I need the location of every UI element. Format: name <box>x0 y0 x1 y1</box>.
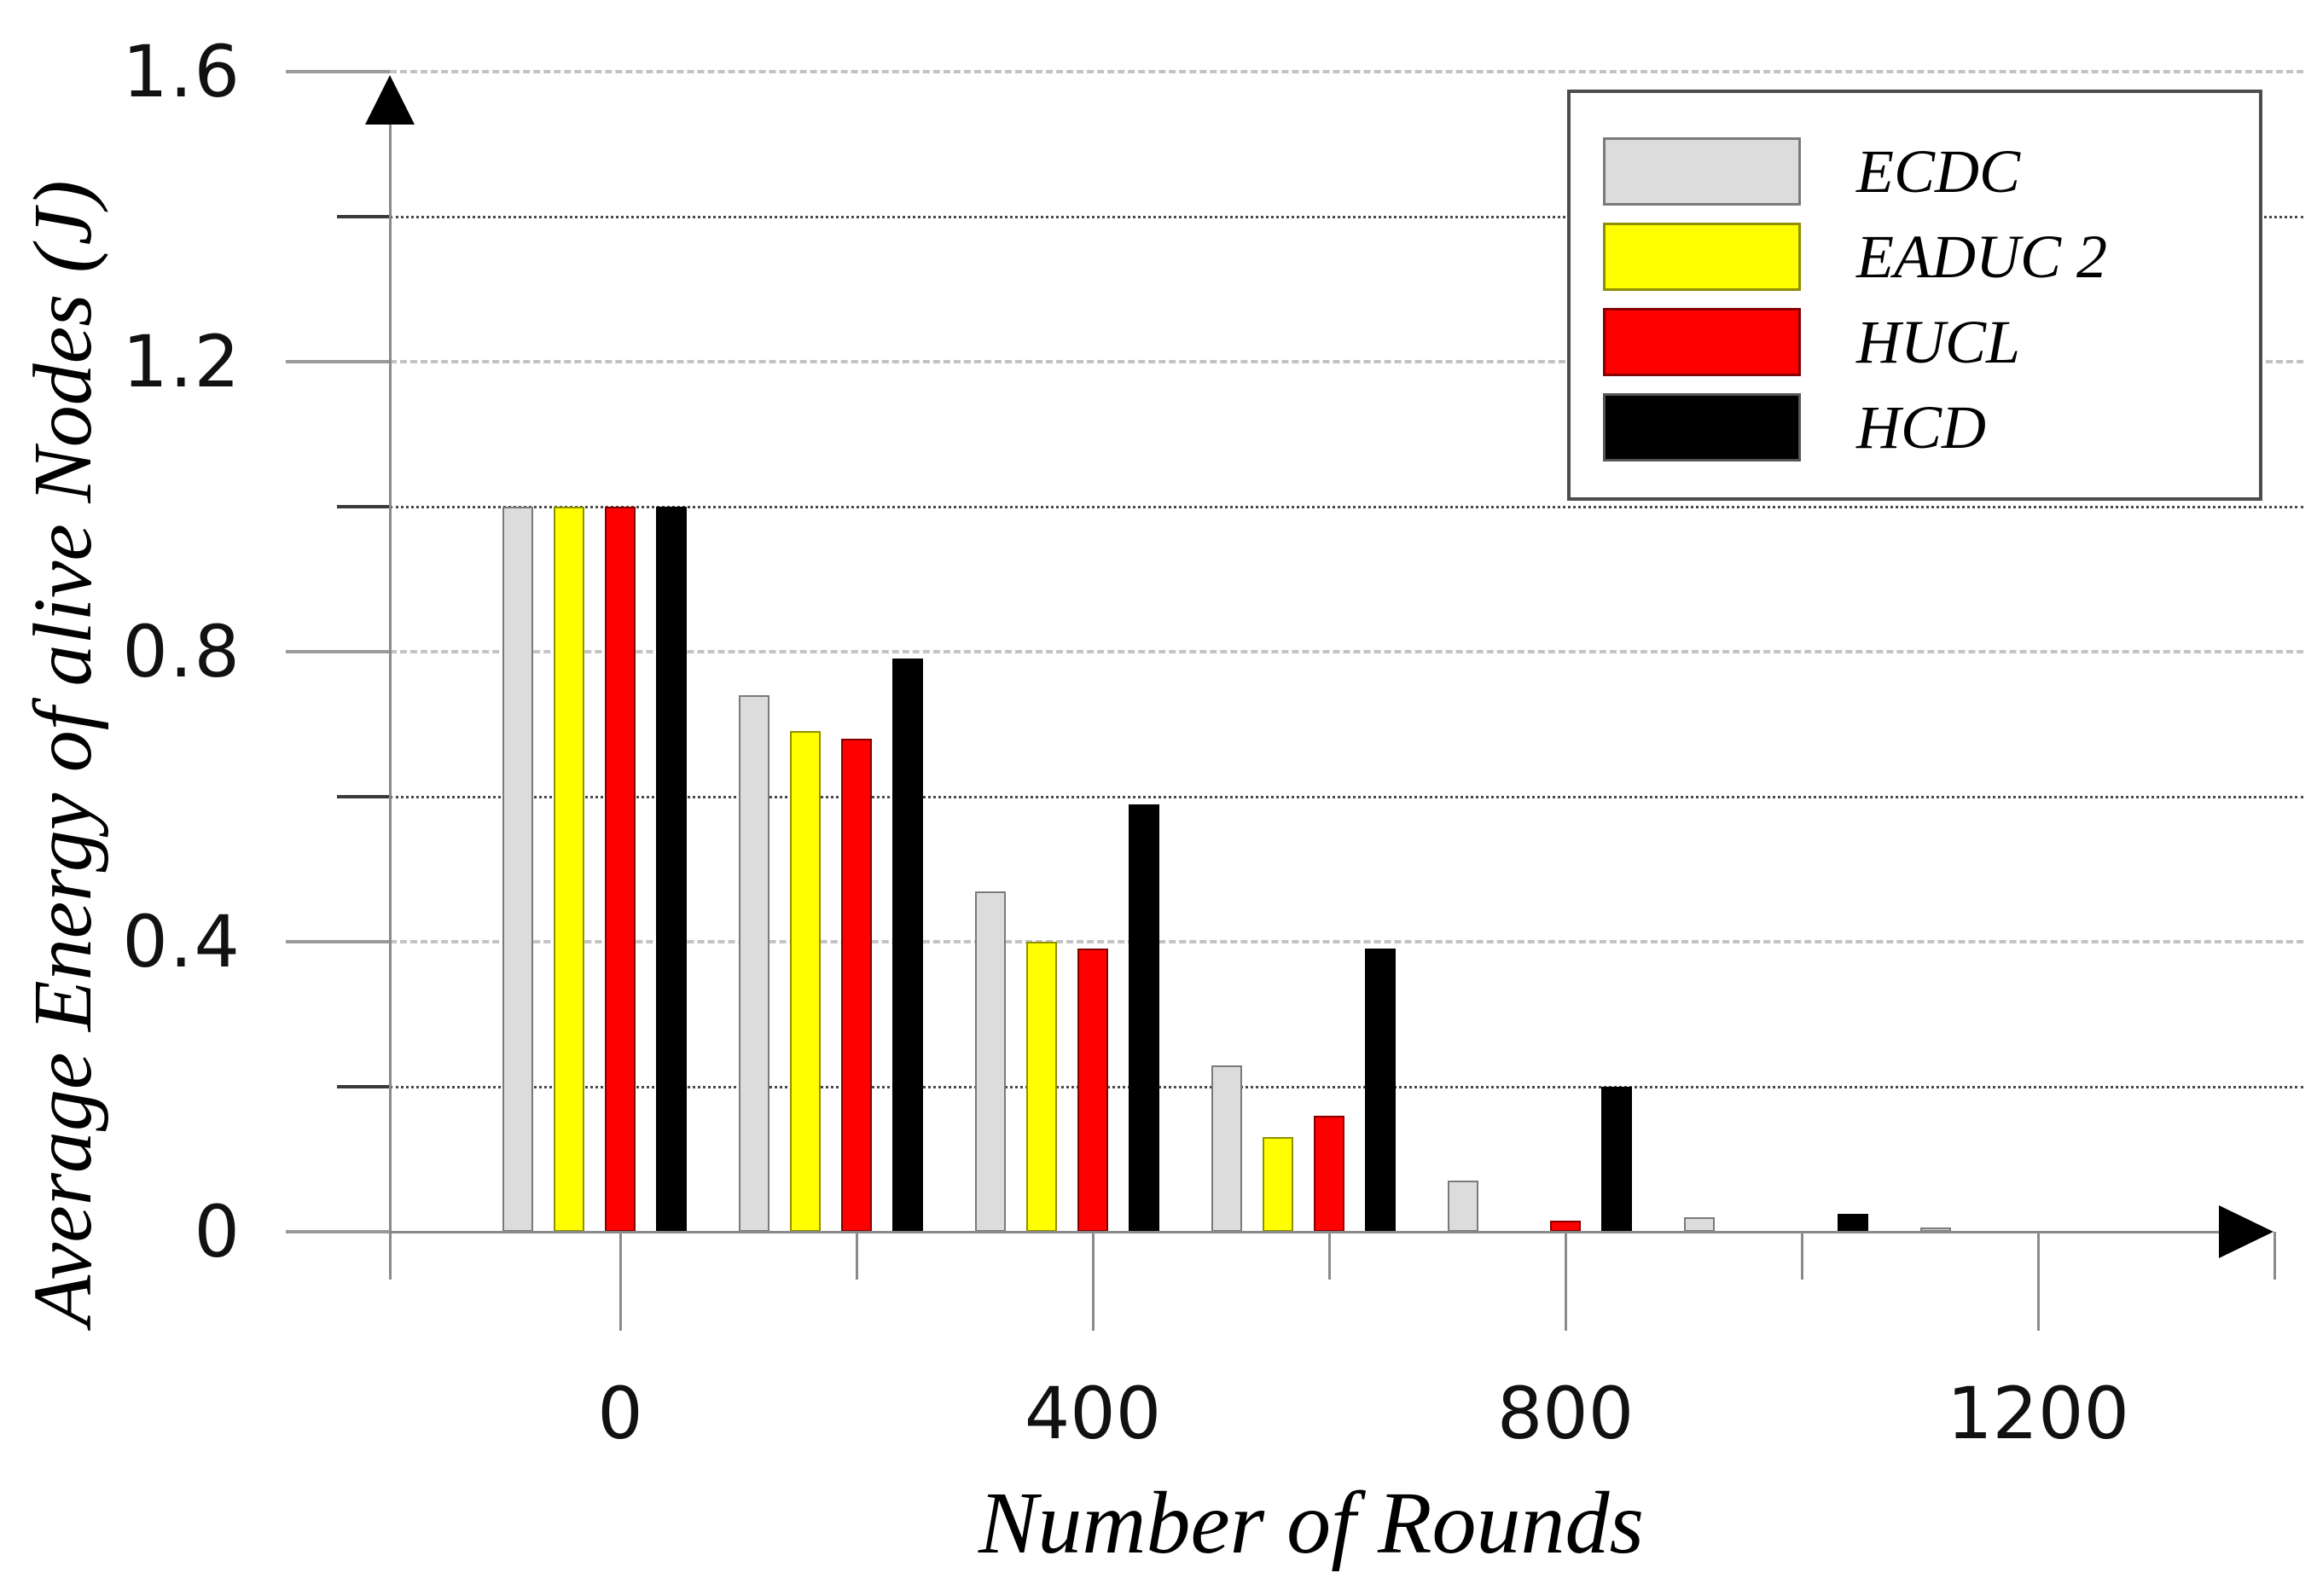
legend-swatch-ecdc <box>1603 137 1801 206</box>
legend-label-hucl: HUCL <box>1856 308 2021 376</box>
legend-item-eaduc-2: EADUC 2 <box>1571 214 2259 299</box>
legend-item-ecdc: ECDC <box>1571 129 2259 214</box>
major-gridline-0.4 <box>390 940 2303 943</box>
x-minor-tick <box>1801 1232 1803 1280</box>
y-axis-arrow-icon <box>365 75 415 125</box>
y-major-tick-0.8 <box>286 650 390 653</box>
major-gridline-0.8 <box>390 650 2303 653</box>
x-major-tick-400 <box>1092 1232 1095 1331</box>
y-tick-label-1.6: 1.6 <box>122 30 241 113</box>
legend-swatch-hucl <box>1603 308 1801 376</box>
y-minor-tick <box>337 1085 390 1088</box>
bar-hucl-round-200 <box>841 739 872 1232</box>
y-tick-label-1.2: 1.2 <box>122 320 241 403</box>
bar-ecdc-round-800 <box>1448 1181 1478 1232</box>
x-tick-label-0: 0 <box>597 1372 643 1455</box>
bar-eaduc2-round-200 <box>790 731 821 1232</box>
bar-ecdc-round-400 <box>975 891 1006 1232</box>
y-major-tick-0.4 <box>286 940 390 943</box>
y-major-tick-0 <box>286 1230 390 1233</box>
y-minor-tick <box>337 215 390 218</box>
x-major-tick-800 <box>1565 1232 1567 1331</box>
legend-label-ecdc: ECDC <box>1856 137 2021 206</box>
bar-hucl-round-400 <box>1077 949 1108 1232</box>
bar-hcd-round-800 <box>1601 1087 1632 1232</box>
bar-eaduc2-round-600 <box>1263 1137 1293 1232</box>
x-minor-tick <box>856 1232 858 1280</box>
x-axis-line <box>390 1231 2252 1233</box>
major-gridline-1.2 <box>390 360 2303 363</box>
bar-hucl-round-0 <box>605 507 636 1232</box>
legend-swatch-hcd <box>1603 393 1801 461</box>
y-axis-line <box>389 78 392 1280</box>
x-minor-tick <box>2273 1232 2276 1280</box>
legend-item-hcd: HCD <box>1571 385 2259 470</box>
y-tick-label-0.4: 0.4 <box>122 900 241 984</box>
x-axis-arrow-icon <box>2219 1205 2273 1258</box>
bar-ecdc-round-0 <box>502 507 533 1232</box>
minor-gridline <box>390 216 2303 218</box>
minor-gridline <box>390 796 2303 798</box>
legend-item-hucl: HUCL <box>1571 299 2259 385</box>
y-tick-label-0: 0 <box>194 1190 241 1274</box>
legend-swatch-eaduc-2 <box>1603 223 1801 291</box>
minor-gridline <box>390 1086 2303 1088</box>
y-major-tick-1.2 <box>286 360 390 363</box>
bar-hcd-round-400 <box>1129 804 1159 1232</box>
legend-label-hcd: HCD <box>1856 393 1987 461</box>
bar-hcd-round-600 <box>1365 949 1396 1232</box>
bar-hcd-round-200 <box>892 659 923 1232</box>
legend: ECDC EADUC 2 HUCL HCD <box>1567 90 2262 501</box>
x-tick-label-1200: 1200 <box>1947 1372 2129 1455</box>
x-major-tick-0 <box>619 1232 622 1331</box>
x-tick-label-800: 800 <box>1496 1372 1635 1455</box>
x-axis-title: Number of Rounds <box>978 1474 1644 1572</box>
y-minor-tick <box>337 795 390 798</box>
bar-hcd-round-0 <box>656 507 687 1232</box>
bar-ecdc-round-600 <box>1211 1065 1242 1232</box>
major-gridline-1.6 <box>390 70 2303 73</box>
x-major-tick-1200 <box>2037 1232 2040 1331</box>
bar-ecdc-round-1000 <box>1684 1217 1715 1232</box>
y-minor-tick <box>337 505 390 508</box>
y-axis-title: Average Energy of alive Nodes (J) <box>17 180 109 1326</box>
bar-eaduc2-round-0 <box>554 507 584 1232</box>
bar-hucl-round-600 <box>1314 1116 1344 1232</box>
bar-hcd-round-1000 <box>1838 1214 1868 1232</box>
y-major-tick-1.6 <box>286 70 390 73</box>
y-tick-label-0.8: 0.8 <box>122 610 241 694</box>
x-minor-tick <box>1328 1232 1331 1280</box>
bar-ecdc-round-200 <box>739 695 769 1232</box>
legend-label-eaduc-2: EADUC 2 <box>1856 223 2107 291</box>
x-tick-label-400: 400 <box>1024 1372 1162 1455</box>
minor-gridline <box>390 506 2303 508</box>
bar-eaduc2-round-400 <box>1026 942 1057 1232</box>
